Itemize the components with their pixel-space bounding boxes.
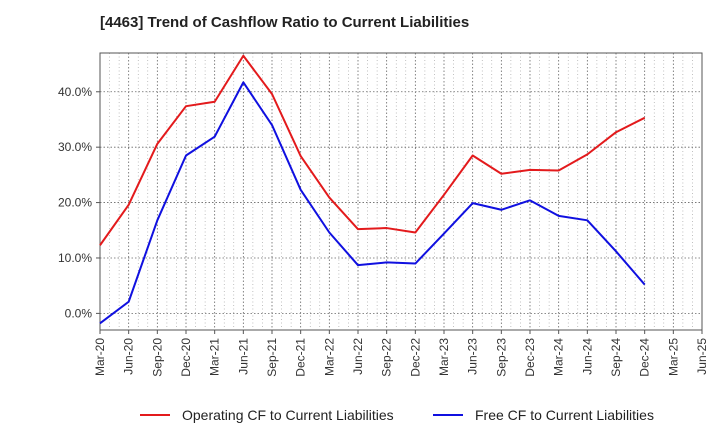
x-tick-label: Jun-22	[351, 338, 365, 375]
x-tick-label: Mar-25	[666, 338, 680, 376]
x-tick-label: Jun-24	[580, 338, 594, 375]
plot-area-border	[99, 52, 703, 331]
legend-label-operating-cf: Operating CF to Current Liabilities	[182, 407, 394, 423]
legend-swatch-operating-cf	[140, 414, 170, 416]
x-tick-label: Dec-24	[638, 338, 652, 377]
x-tick-label: Dec-20	[179, 338, 193, 377]
x-tick-label: Dec-22	[408, 338, 422, 377]
y-tick-label: 30.0%	[58, 140, 92, 154]
legend-swatch-free-cf	[433, 414, 463, 416]
x-tick-label: Jun-23	[466, 338, 480, 375]
series-line-operating-cf	[99, 54, 646, 246]
y-tick-label: 10.0%	[58, 251, 92, 265]
x-tick-label: Dec-23	[523, 338, 537, 377]
y-tick-label: 20.0%	[58, 196, 92, 210]
x-tick-label: Sep-23	[494, 338, 508, 377]
legend: Operating CF to Current Liabilities Free…	[0, 404, 720, 426]
series-lines	[99, 54, 646, 325]
x-tick-label: Dec-21	[294, 338, 308, 377]
x-tick-label: Mar-24	[552, 338, 566, 376]
x-tick-label: Mar-23	[437, 338, 451, 376]
series-line-free-cf	[99, 81, 646, 325]
legend-label-free-cf: Free CF to Current Liabilities	[475, 407, 654, 423]
x-tick-label: Jun-20	[122, 338, 136, 375]
x-tick-label: Jun-25	[695, 338, 709, 375]
x-tick-label: Jun-21	[236, 338, 250, 375]
legend-item-operating-cf: Operating CF to Current Liabilities	[140, 404, 394, 426]
x-tick-label: Mar-20	[93, 338, 107, 376]
grid-lines	[100, 53, 702, 330]
x-tick-label: Sep-21	[265, 338, 279, 377]
y-axis-ticks: 0.0% 10.0% 20.0% 30.0% 40.0%	[58, 85, 100, 320]
legend-item-free-cf: Free CF to Current Liabilities	[433, 404, 654, 426]
x-axis-ticks: Mar-20 Jun-20 Sep-20 Dec-20 Mar-21 Jun-21 Sep-…	[93, 330, 709, 377]
x-tick-label: Sep-24	[609, 338, 623, 377]
x-tick-label: Mar-21	[208, 338, 222, 376]
y-tick-label: 0.0%	[65, 306, 93, 320]
chart-title: [4463] Trend of Cashflow Ratio to Curren…	[100, 14, 470, 31]
x-tick-label: Sep-20	[150, 338, 164, 377]
x-tick-label: Sep-22	[380, 338, 394, 377]
plot-area-background	[100, 53, 702, 330]
x-tick-label: Mar-22	[322, 338, 336, 376]
y-tick-label: 40.0%	[58, 85, 92, 99]
